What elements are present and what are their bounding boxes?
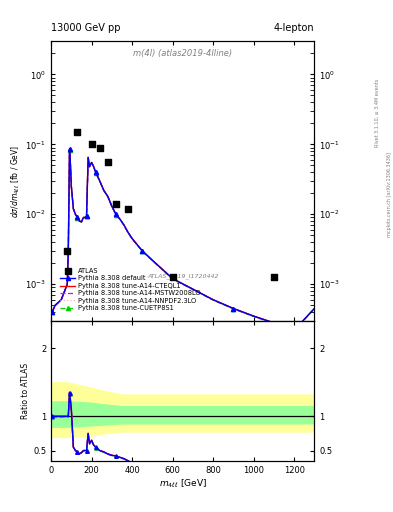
Legend: ATLAS, Pythia 8.308 default, Pythia 8.308 tune-A14-CTEQL1, Pythia 8.308 tune-A14: ATLAS, Pythia 8.308 default, Pythia 8.30… [60, 267, 201, 312]
Text: mcplots.cern.ch [arXiv:1306.3436]: mcplots.cern.ch [arXiv:1306.3436] [387, 152, 391, 237]
Point [271, 273, 277, 282]
X-axis label: $m_{4\ell\ell}\ \mathrm{[GeV]}$: $m_{4\ell\ell}\ \mathrm{[GeV]}$ [159, 477, 207, 490]
Text: ATLAS_2019_I1720442: ATLAS_2019_I1720442 [147, 273, 219, 279]
Text: 13000 GeV pp: 13000 GeV pp [51, 23, 121, 33]
Y-axis label: Ratio to ATLAS: Ratio to ATLAS [21, 363, 30, 419]
Point [105, 158, 111, 166]
Point [97, 143, 103, 152]
Text: m(4l) (atlas2019-4lline): m(4l) (atlas2019-4lline) [133, 49, 232, 58]
Point [125, 205, 131, 213]
Point [64, 247, 70, 255]
Y-axis label: $d\sigma/dm_{4\ell\ell}\ \mathrm{[fb\ /\ GeV]}$: $d\sigma/dm_{4\ell\ell}\ \mathrm{[fb\ /\… [10, 144, 22, 218]
Point [88, 140, 95, 148]
Text: 4-lepton: 4-lepton [274, 23, 314, 33]
Point [169, 273, 176, 282]
Point [74, 128, 81, 136]
Point [113, 200, 119, 208]
Text: Rivet 3.1.10, ≥ 3.4M events: Rivet 3.1.10, ≥ 3.4M events [375, 78, 380, 147]
